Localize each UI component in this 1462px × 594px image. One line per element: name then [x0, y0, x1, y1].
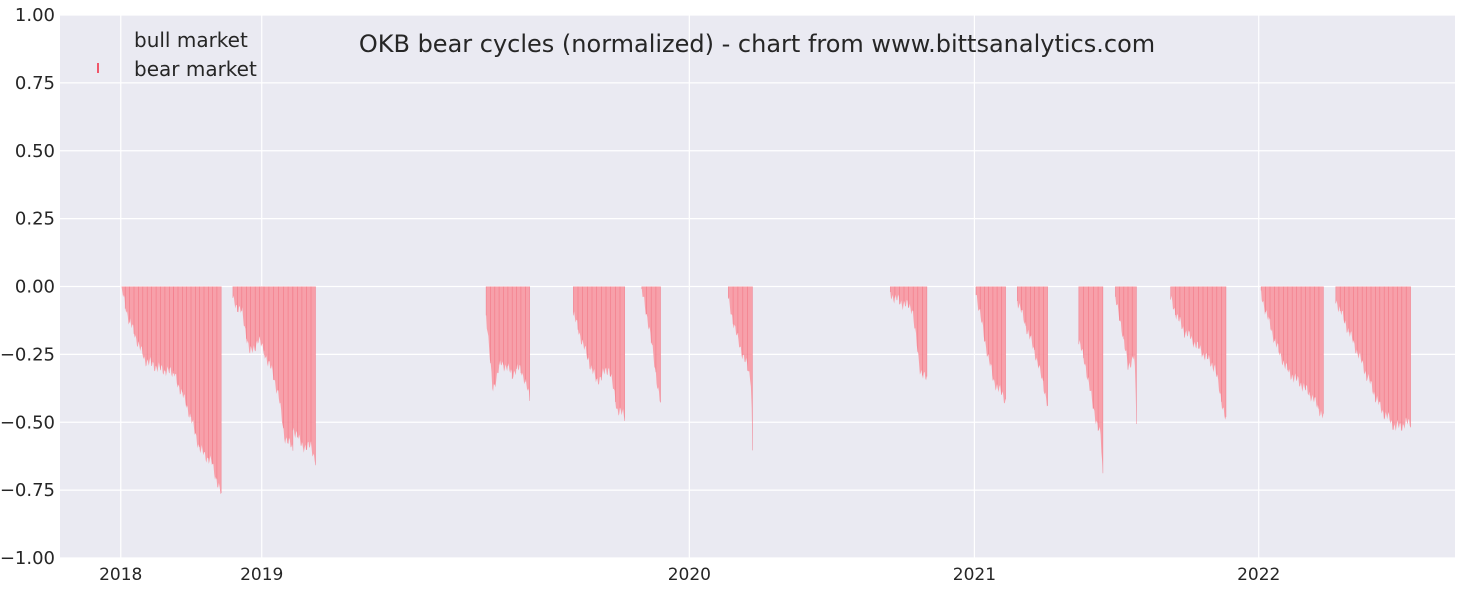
legend-label: bear market: [134, 57, 257, 81]
bear-bar-area: [728, 286, 753, 451]
y-tick-label: −0.50: [0, 412, 55, 433]
bear-segment: [1260, 286, 1324, 419]
y-tick-label: 0.75: [15, 73, 55, 94]
bear-bar-area: [292, 286, 316, 466]
bear-segment: [641, 286, 661, 403]
y-tick-label: 0.50: [15, 141, 55, 162]
x-tick-label: 2022: [1237, 565, 1280, 585]
bear-segment: [485, 286, 531, 401]
y-tick-label: 0.25: [15, 209, 55, 230]
bear-bar-area: [1078, 286, 1103, 474]
y-tick-label: 1.00: [15, 5, 55, 26]
y-tick-label: −0.25: [0, 344, 55, 365]
x-tick-label: 2018: [99, 565, 142, 585]
x-tick-label: 2020: [668, 565, 711, 585]
bear-segment: [727, 286, 753, 451]
bear-segment: [1016, 286, 1048, 407]
bear-bar-area: [1335, 286, 1411, 431]
y-tick-label: 0.00: [15, 277, 55, 298]
chart-title: OKB bear cycles (normalized) - chart fro…: [359, 30, 1155, 58]
bear-segment: [1170, 286, 1227, 420]
bear-bar-area: [173, 286, 222, 495]
bear-segment: [1335, 286, 1411, 431]
bear-segment: [975, 286, 1006, 404]
bear-segment: [1115, 286, 1137, 424]
bear-segment: [889, 286, 928, 381]
bear-bar-area: [1017, 286, 1048, 407]
x-tick-label: 2019: [240, 565, 283, 585]
bear-bar-area: [232, 286, 265, 356]
bear-segment: [173, 286, 222, 495]
bear-bar-area: [573, 286, 625, 421]
bear-bar-area: [1115, 286, 1137, 424]
bear-bar-area: [975, 286, 1006, 404]
x-axis: 2018 2019 2020 2021 2022: [99, 565, 1280, 585]
legend: bull market bear market: [97, 28, 257, 81]
bear-segment: [572, 286, 626, 421]
y-tick-label: −1.00: [0, 548, 55, 569]
bear-segment: [292, 286, 316, 466]
y-axis: 1.00 0.75 0.50 0.25 0.00 −0.25 −0.50 −0.75 −1.00: [0, 5, 55, 569]
legend-label: bull market: [134, 28, 248, 52]
bear-segment: [1078, 286, 1104, 474]
x-tick-label: 2021: [953, 565, 996, 585]
bear-market-bars: [120, 286, 1411, 495]
y-tick-label: −0.75: [0, 480, 55, 501]
